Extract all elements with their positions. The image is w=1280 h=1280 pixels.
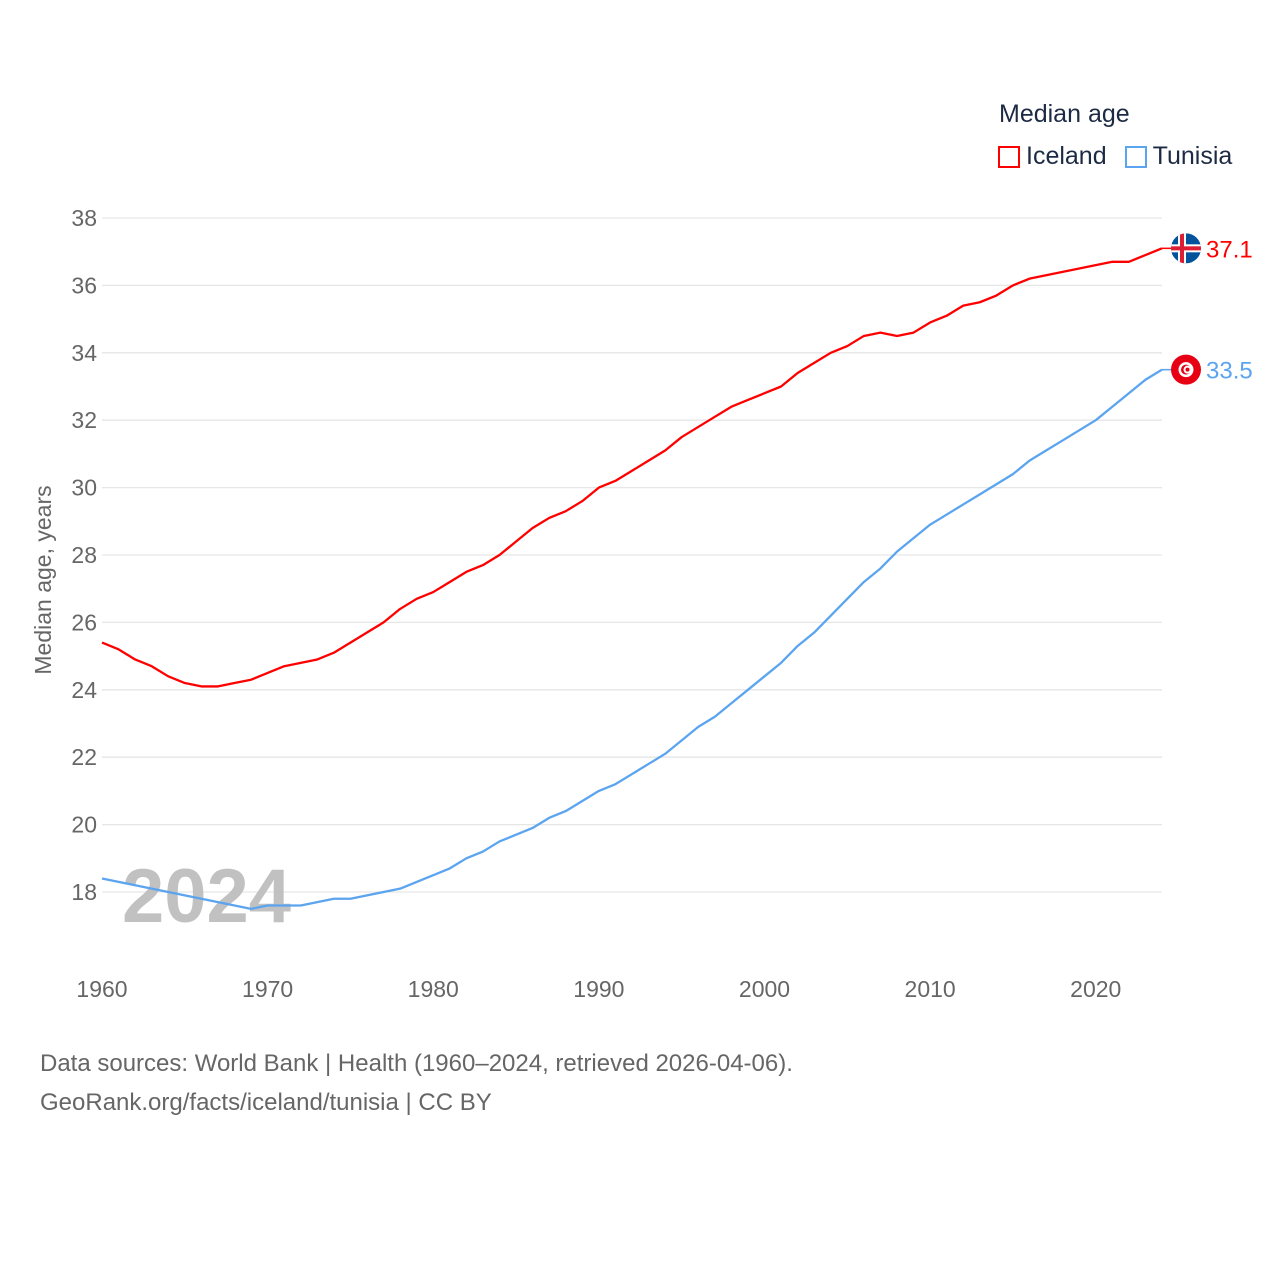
y-tick-label: 32 <box>71 407 97 433</box>
y-axis-label: Median age, years <box>30 485 56 674</box>
x-tick-label: 2000 <box>739 976 790 1002</box>
y-tick-label: 22 <box>71 744 97 770</box>
x-tick-label: 1980 <box>408 976 459 1002</box>
legend-label: Iceland <box>1026 142 1107 170</box>
legend-label: Tunisia <box>1152 142 1233 170</box>
series-line-iceland <box>101 247 1163 688</box>
y-tick-label: 28 <box>71 542 97 568</box>
y-tick-label: 36 <box>71 272 97 298</box>
source-line: Data sources: World Bank | Health (1960–… <box>40 1050 793 1077</box>
legend-title: Median age <box>999 100 1130 128</box>
x-tick-label: 2020 <box>1070 976 1121 1002</box>
x-tick-label: 1970 <box>242 976 293 1002</box>
y-tick-label: 18 <box>71 879 97 905</box>
legend-swatch-tunisia <box>1124 145 1147 168</box>
y-tick-label: 38 <box>71 205 97 231</box>
y-tick-label: 30 <box>71 475 97 501</box>
end-value-label: 37.1 <box>1206 236 1253 263</box>
end-value-label: 33.5 <box>1206 358 1253 385</box>
tunisia-flag-icon <box>1171 354 1201 385</box>
iceland-flag-icon <box>1171 233 1201 264</box>
x-tick-label: 1960 <box>76 976 127 1002</box>
series-line-tunisia <box>101 368 1163 910</box>
year-watermark: 2024 <box>122 854 291 939</box>
y-tick-label: 34 <box>71 340 97 366</box>
y-tick-label: 20 <box>71 812 97 838</box>
source-link[interactable]: GeoRank.org/facts/iceland/tunisia | CC B… <box>40 1089 492 1116</box>
legend: Iceland Tunisia <box>998 142 1232 171</box>
legend-swatch-iceland <box>998 145 1020 168</box>
y-tick-label: 26 <box>71 609 97 635</box>
x-tick-label: 1990 <box>573 976 624 1002</box>
source-note: Data sources: World Bank | Health (1960–… <box>40 1044 793 1122</box>
x-tick-label: 2010 <box>905 976 956 1002</box>
legend-item-iceland[interactable]: Iceland <box>998 142 1107 171</box>
y-tick-label: 24 <box>71 677 97 703</box>
legend-item-tunisia[interactable]: Tunisia <box>1124 142 1233 171</box>
